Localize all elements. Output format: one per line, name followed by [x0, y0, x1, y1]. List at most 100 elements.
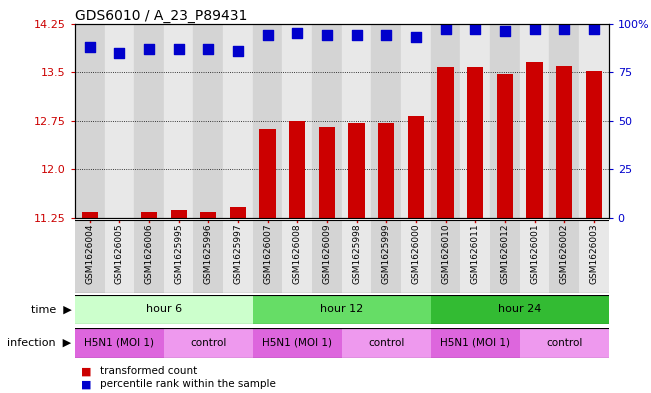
- Bar: [401, 220, 431, 293]
- Bar: [289, 121, 305, 218]
- Bar: [431, 328, 519, 358]
- Bar: [164, 24, 193, 218]
- Bar: [193, 220, 223, 293]
- Bar: [312, 24, 342, 218]
- Bar: [75, 328, 164, 358]
- Text: control: control: [368, 338, 404, 348]
- Bar: [490, 220, 519, 293]
- Text: GSM1626001: GSM1626001: [530, 224, 539, 285]
- Bar: [378, 123, 395, 218]
- Bar: [431, 295, 609, 324]
- Bar: [579, 220, 609, 293]
- Text: hour 6: hour 6: [146, 305, 182, 314]
- Bar: [519, 220, 549, 293]
- Point: [173, 46, 184, 52]
- Text: ■: ■: [81, 379, 92, 389]
- Text: control: control: [546, 338, 583, 348]
- Bar: [283, 220, 312, 293]
- Bar: [253, 220, 283, 293]
- Bar: [497, 73, 513, 218]
- Bar: [372, 24, 401, 218]
- Text: GSM1626004: GSM1626004: [85, 224, 94, 284]
- Text: infection  ▶: infection ▶: [7, 338, 72, 348]
- Text: GSM1626003: GSM1626003: [589, 224, 598, 285]
- Text: GSM1626011: GSM1626011: [471, 224, 480, 285]
- Text: GSM1626000: GSM1626000: [411, 224, 421, 285]
- Point: [233, 48, 243, 54]
- Text: H5N1 (MOI 1): H5N1 (MOI 1): [262, 338, 332, 348]
- Bar: [431, 220, 460, 293]
- Bar: [164, 220, 193, 293]
- Bar: [460, 24, 490, 218]
- Bar: [549, 220, 579, 293]
- Bar: [348, 123, 365, 218]
- Point: [500, 28, 510, 35]
- Bar: [342, 24, 372, 218]
- Text: GDS6010 / A_23_P89431: GDS6010 / A_23_P89431: [75, 9, 247, 22]
- Text: GSM1626012: GSM1626012: [501, 224, 509, 284]
- Point: [85, 44, 95, 50]
- Bar: [230, 207, 246, 218]
- Bar: [408, 116, 424, 218]
- Text: GSM1625997: GSM1625997: [234, 224, 242, 285]
- Text: ■: ■: [81, 366, 92, 376]
- Point: [470, 26, 480, 33]
- Text: GSM1626010: GSM1626010: [441, 224, 450, 285]
- Bar: [460, 220, 490, 293]
- Bar: [556, 66, 572, 218]
- Bar: [105, 24, 134, 218]
- Point: [262, 32, 273, 39]
- Bar: [200, 212, 217, 218]
- Point: [203, 46, 214, 52]
- Point: [440, 26, 450, 33]
- Text: GSM1626002: GSM1626002: [560, 224, 569, 284]
- Bar: [372, 220, 401, 293]
- Bar: [164, 328, 253, 358]
- Text: hour 24: hour 24: [498, 305, 542, 314]
- Bar: [105, 220, 134, 293]
- Bar: [579, 24, 609, 218]
- Bar: [223, 220, 253, 293]
- Text: hour 12: hour 12: [320, 305, 363, 314]
- Bar: [312, 220, 342, 293]
- Point: [114, 50, 124, 56]
- Point: [589, 26, 599, 33]
- Bar: [437, 67, 454, 218]
- Bar: [519, 24, 549, 218]
- Point: [411, 34, 421, 40]
- Text: H5N1 (MOI 1): H5N1 (MOI 1): [440, 338, 510, 348]
- Text: transformed count: transformed count: [100, 366, 197, 376]
- Bar: [319, 127, 335, 218]
- Bar: [111, 218, 128, 220]
- Bar: [253, 328, 342, 358]
- Bar: [134, 220, 164, 293]
- Text: GSM1625999: GSM1625999: [381, 224, 391, 285]
- Text: GSM1625996: GSM1625996: [204, 224, 213, 285]
- Bar: [519, 328, 609, 358]
- Bar: [141, 212, 157, 218]
- Bar: [490, 24, 519, 218]
- Point: [144, 46, 154, 52]
- Point: [381, 32, 391, 39]
- Text: percentile rank within the sample: percentile rank within the sample: [100, 379, 275, 389]
- Text: H5N1 (MOI 1): H5N1 (MOI 1): [85, 338, 154, 348]
- Bar: [342, 328, 431, 358]
- Point: [559, 26, 570, 33]
- Point: [529, 26, 540, 33]
- Text: control: control: [190, 338, 227, 348]
- Bar: [81, 212, 98, 218]
- Bar: [342, 220, 372, 293]
- Bar: [134, 24, 164, 218]
- Bar: [431, 24, 460, 218]
- Bar: [527, 62, 543, 218]
- Bar: [401, 24, 431, 218]
- Bar: [586, 71, 602, 218]
- Text: GSM1626007: GSM1626007: [263, 224, 272, 285]
- Bar: [171, 210, 187, 218]
- Bar: [193, 24, 223, 218]
- Point: [352, 32, 362, 39]
- Text: time  ▶: time ▶: [31, 305, 72, 314]
- Bar: [467, 67, 484, 218]
- Point: [322, 32, 332, 39]
- Text: GSM1626005: GSM1626005: [115, 224, 124, 285]
